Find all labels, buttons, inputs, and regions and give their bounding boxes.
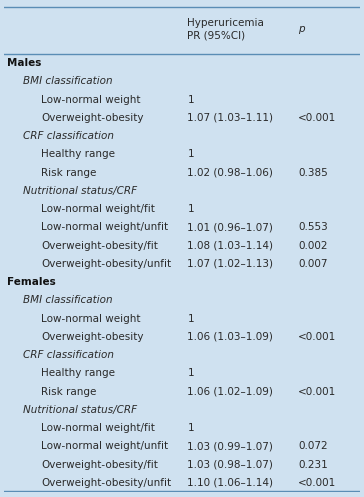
Text: CRF classification: CRF classification xyxy=(23,131,114,141)
Text: Hyperuricemia
PR (95%CI): Hyperuricemia PR (95%CI) xyxy=(187,18,264,41)
Text: Nutritional status/CRF: Nutritional status/CRF xyxy=(23,405,137,415)
Text: 1: 1 xyxy=(187,423,194,433)
Text: Low-normal weight/unfit: Low-normal weight/unfit xyxy=(41,441,168,451)
Text: Low-normal weight/fit: Low-normal weight/fit xyxy=(41,204,155,214)
Text: <0.001: <0.001 xyxy=(298,332,336,342)
Text: Overweight-obesity/unfit: Overweight-obesity/unfit xyxy=(41,259,171,269)
Text: <0.001: <0.001 xyxy=(298,113,336,123)
Text: 0.007: 0.007 xyxy=(298,259,328,269)
Text: 1.06 (1.03–1.09): 1.06 (1.03–1.09) xyxy=(187,332,273,342)
Text: 1: 1 xyxy=(187,314,194,324)
Text: CRF classification: CRF classification xyxy=(23,350,114,360)
Text: Risk range: Risk range xyxy=(41,167,96,177)
Text: 0.002: 0.002 xyxy=(298,241,328,250)
Text: Overweight-obesity/fit: Overweight-obesity/fit xyxy=(41,241,158,250)
Text: 1.07 (1.03–1.11): 1.07 (1.03–1.11) xyxy=(187,113,273,123)
Text: 1.03 (0.98–1.07): 1.03 (0.98–1.07) xyxy=(187,460,273,470)
Text: 0.231: 0.231 xyxy=(298,460,328,470)
Text: Healthy range: Healthy range xyxy=(41,150,115,160)
Text: 1.08 (1.03–1.14): 1.08 (1.03–1.14) xyxy=(187,241,273,250)
Text: 1.01 (0.96–1.07): 1.01 (0.96–1.07) xyxy=(187,222,273,233)
Text: Risk range: Risk range xyxy=(41,387,96,397)
Text: 1.10 (1.06–1.14): 1.10 (1.06–1.14) xyxy=(187,478,273,488)
Text: BMI classification: BMI classification xyxy=(23,295,113,305)
Text: Nutritional status/CRF: Nutritional status/CRF xyxy=(23,186,137,196)
Text: 1.07 (1.02–1.13): 1.07 (1.02–1.13) xyxy=(187,259,273,269)
Text: 1: 1 xyxy=(187,94,194,104)
Text: 0.553: 0.553 xyxy=(298,222,328,233)
Text: Overweight-obesity/fit: Overweight-obesity/fit xyxy=(41,460,158,470)
Text: 1: 1 xyxy=(187,368,194,378)
Text: Overweight-obesity: Overweight-obesity xyxy=(41,332,143,342)
Text: <0.001: <0.001 xyxy=(298,478,336,488)
Text: Overweight-obesity/unfit: Overweight-obesity/unfit xyxy=(41,478,171,488)
Text: Low-normal weight: Low-normal weight xyxy=(41,314,141,324)
Text: Healthy range: Healthy range xyxy=(41,368,115,378)
Text: Low-normal weight/unfit: Low-normal weight/unfit xyxy=(41,222,168,233)
Text: 1: 1 xyxy=(187,204,194,214)
Text: Males: Males xyxy=(7,58,41,68)
Text: Overweight-obesity: Overweight-obesity xyxy=(41,113,143,123)
Text: Low-normal weight/fit: Low-normal weight/fit xyxy=(41,423,155,433)
Text: 1: 1 xyxy=(187,150,194,160)
Text: 1.02 (0.98–1.06): 1.02 (0.98–1.06) xyxy=(187,167,273,177)
Text: 0.072: 0.072 xyxy=(298,441,328,451)
Text: Low-normal weight: Low-normal weight xyxy=(41,94,141,104)
Text: 1.06 (1.02–1.09): 1.06 (1.02–1.09) xyxy=(187,387,273,397)
Text: 1.03 (0.99–1.07): 1.03 (0.99–1.07) xyxy=(187,441,273,451)
Text: p: p xyxy=(298,24,305,34)
Text: BMI classification: BMI classification xyxy=(23,77,113,86)
Text: Females: Females xyxy=(7,277,56,287)
Text: <0.001: <0.001 xyxy=(298,387,336,397)
Text: 0.385: 0.385 xyxy=(298,167,328,177)
